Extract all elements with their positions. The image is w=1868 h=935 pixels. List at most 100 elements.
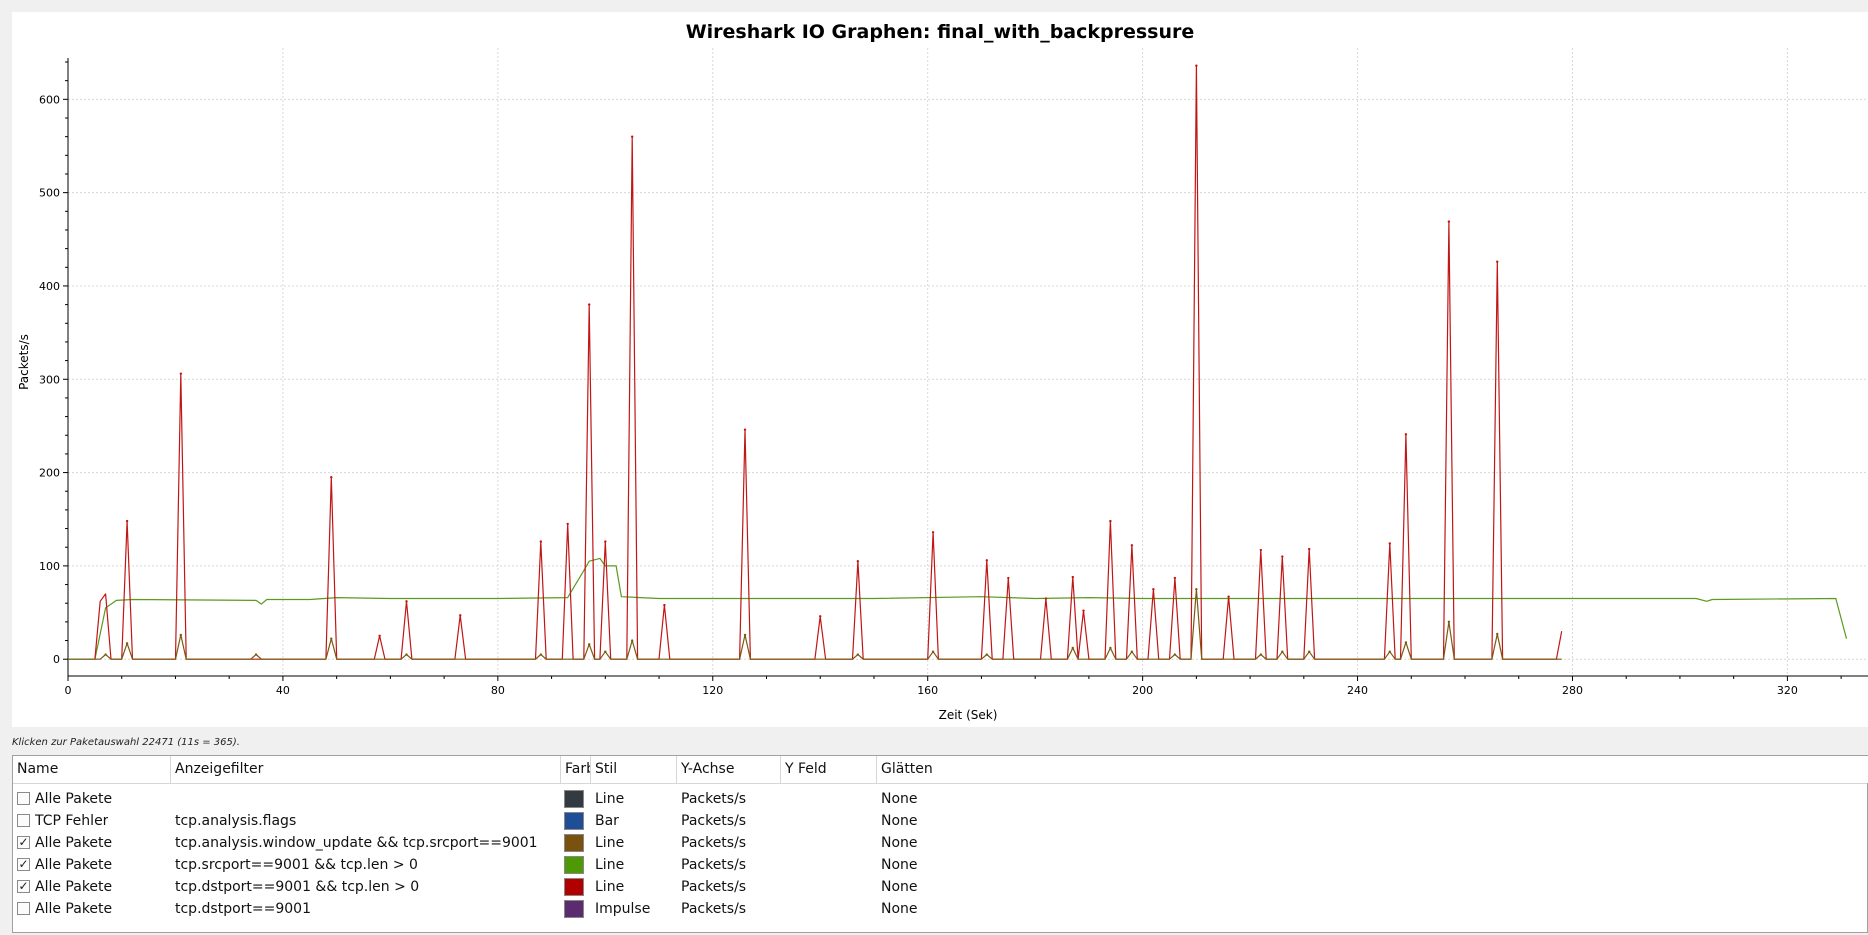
io-graph-plot[interactable]: Wireshark IO Graphen: final_with_backpre… bbox=[12, 12, 1868, 727]
series-brown-peak bbox=[1281, 650, 1284, 653]
cell-yaxis[interactable]: Packets/s bbox=[681, 835, 747, 851]
graph-row[interactable]: ✓ Alle Pakete tcp.dstport==9001 && tcp.len… bbox=[13, 876, 1867, 898]
series-red-peak bbox=[1388, 542, 1391, 545]
color-swatch[interactable] bbox=[564, 790, 584, 808]
color-swatch[interactable] bbox=[564, 900, 584, 918]
cell-name[interactable]: Alle Pakete bbox=[35, 901, 113, 917]
y-tick-label: 400 bbox=[39, 280, 60, 293]
series-red-peak bbox=[1082, 609, 1085, 612]
graph-row[interactable]: ✓ Alle Pakete tcp.analysis.window_update &… bbox=[13, 832, 1867, 854]
color-swatch[interactable] bbox=[564, 812, 584, 830]
cell-name[interactable]: Alle Pakete bbox=[35, 791, 113, 807]
series-red-peak bbox=[856, 560, 860, 563]
cell-yaxis[interactable]: Packets/s bbox=[681, 879, 747, 895]
cell-yaxis[interactable]: Packets/s bbox=[681, 791, 747, 807]
series-red-peak bbox=[1307, 547, 1311, 551]
graph-row[interactable]: Alle Pakete Line Packets/s None bbox=[13, 788, 1867, 810]
series-red-peak bbox=[604, 540, 607, 543]
cell-filter[interactable]: tcp.dstport==9001 bbox=[175, 901, 311, 917]
cell-style[interactable]: Line bbox=[595, 835, 625, 851]
cell-smooth[interactable]: None bbox=[881, 901, 918, 917]
x-tick-label: 200 bbox=[1132, 684, 1153, 697]
header-divider bbox=[13, 783, 1867, 784]
series-red-peak bbox=[985, 559, 989, 562]
cell-filter[interactable]: tcp.analysis.window_update && tcp.srcpor… bbox=[175, 835, 538, 851]
col-header-filter[interactable]: Anzeigefilter bbox=[171, 756, 561, 783]
graph-row[interactable]: Alle Pakete tcp.dstport==9001 Impulse Packe… bbox=[13, 898, 1867, 920]
series-red-peak bbox=[1227, 595, 1230, 598]
cell-filter[interactable]: tcp.dstport==9001 && tcp.len > 0 bbox=[175, 879, 420, 895]
series-red-peak bbox=[459, 614, 462, 617]
series-red-peak bbox=[630, 135, 634, 138]
col-header-color[interactable]: Farbe bbox=[561, 756, 591, 783]
graph-row[interactable]: ✓ Alle Pakete tcp.srcport==9001 && tcp.len… bbox=[13, 854, 1867, 876]
packet-select-hint: Klicken zur Paketauswahl 22471 (11s = 36… bbox=[12, 737, 240, 748]
graph-enable-checkbox[interactable]: ✓ bbox=[17, 857, 30, 871]
series-brown-peak bbox=[1071, 646, 1074, 650]
x-tick-label: 80 bbox=[491, 684, 505, 697]
series-red-peak bbox=[179, 372, 183, 375]
series-red-peak bbox=[1130, 544, 1134, 547]
col-header-yaxis[interactable]: Y-Achse bbox=[677, 756, 781, 783]
color-swatch[interactable] bbox=[564, 834, 584, 852]
cell-style[interactable]: Line bbox=[595, 857, 625, 873]
series-brown-peak bbox=[931, 650, 935, 653]
series-brown-peak bbox=[539, 653, 543, 656]
series-red-peak bbox=[663, 603, 666, 607]
col-header-smoothing[interactable]: Glätten bbox=[877, 756, 1868, 783]
series-red-peak bbox=[931, 531, 935, 534]
col-header-style[interactable]: Stil bbox=[591, 756, 677, 783]
series-brown-peak bbox=[604, 650, 607, 653]
cell-yaxis[interactable]: Packets/s bbox=[681, 901, 747, 917]
series-red-peak bbox=[1173, 576, 1177, 580]
color-swatch[interactable] bbox=[564, 878, 584, 896]
series-brown-peak bbox=[1130, 650, 1134, 653]
series-red-peak bbox=[378, 634, 381, 638]
x-tick-label: 0 bbox=[65, 684, 72, 697]
cell-style[interactable]: Impulse bbox=[595, 901, 651, 917]
y-tick-label: 0 bbox=[53, 653, 60, 666]
series-red-peak bbox=[566, 522, 569, 526]
cell-smooth[interactable]: None bbox=[881, 879, 918, 895]
cell-smooth[interactable]: None bbox=[881, 813, 918, 829]
graph-enable-checkbox[interactable]: ✓ bbox=[17, 835, 30, 849]
graph-enable-checkbox[interactable]: ✓ bbox=[17, 879, 30, 893]
series-brown-peak bbox=[1173, 653, 1177, 656]
graph-table[interactable]: Name Anzeigefilter Farbe Stil Y-Achse Y … bbox=[12, 755, 1868, 933]
cell-filter[interactable]: tcp.srcport==9001 && tcp.len > 0 bbox=[175, 857, 418, 873]
series-brown-peak bbox=[1109, 646, 1112, 650]
series-brown-peak bbox=[1195, 588, 1198, 591]
series-red-peak bbox=[1404, 433, 1408, 436]
series-brown-peak bbox=[179, 633, 183, 637]
cell-style[interactable]: Line bbox=[595, 791, 625, 807]
x-tick-label: 240 bbox=[1347, 684, 1368, 697]
series-red-peak bbox=[1259, 548, 1263, 552]
graph-row[interactable]: TCP Fehler tcp.analysis.flags Bar Packets/s… bbox=[13, 810, 1867, 832]
cell-filter[interactable]: tcp.analysis.flags bbox=[175, 813, 297, 829]
cell-smooth[interactable]: None bbox=[881, 791, 918, 807]
series-red-peak bbox=[539, 540, 543, 543]
cell-yaxis[interactable]: Packets/s bbox=[681, 857, 747, 873]
graph-enable-checkbox[interactable] bbox=[17, 902, 30, 915]
series-brown-peak bbox=[1388, 650, 1391, 653]
cell-name[interactable]: Alle Pakete bbox=[35, 857, 113, 873]
color-swatch[interactable] bbox=[564, 856, 584, 874]
graph-enable-checkbox[interactable] bbox=[17, 814, 30, 827]
cell-name[interactable]: TCP Fehler bbox=[35, 813, 109, 829]
cell-yaxis[interactable]: Packets/s bbox=[681, 813, 747, 829]
series-line-brown bbox=[68, 588, 1562, 660]
cell-smooth[interactable]: None bbox=[881, 857, 918, 873]
x-tick-label: 160 bbox=[917, 684, 938, 697]
col-header-yfield[interactable]: Y Feld bbox=[781, 756, 877, 783]
series-brown-peak bbox=[104, 653, 107, 656]
col-header-name[interactable]: Name bbox=[13, 756, 171, 783]
graph-enable-checkbox[interactable] bbox=[17, 792, 30, 805]
cell-style[interactable]: Bar bbox=[595, 813, 619, 829]
io-graph-chart[interactable]: Wireshark IO Graphen: final_with_backpre… bbox=[12, 12, 1868, 727]
series-red-peak bbox=[819, 615, 822, 618]
series-brown-peak bbox=[1259, 653, 1263, 656]
cell-style[interactable]: Line bbox=[595, 879, 625, 895]
cell-name[interactable]: Alle Pakete bbox=[35, 835, 113, 851]
cell-smooth[interactable]: None bbox=[881, 835, 918, 851]
cell-name[interactable]: Alle Pakete bbox=[35, 879, 113, 895]
